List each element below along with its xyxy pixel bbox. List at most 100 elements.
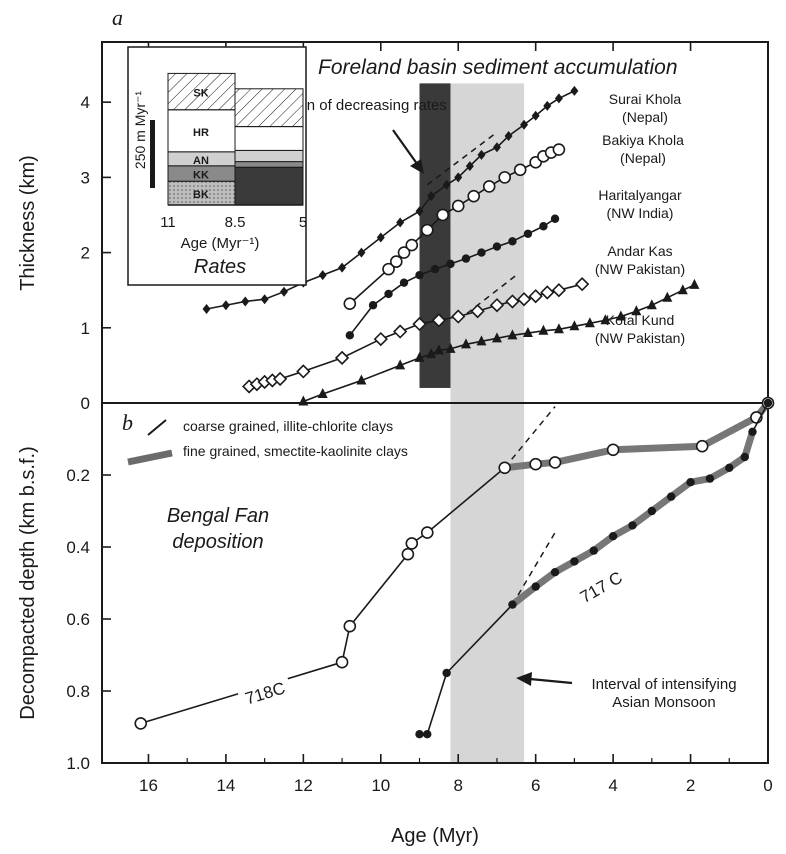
- y-tick-label-b: 0.8: [66, 682, 90, 701]
- inset-later-segment: [234, 126, 304, 151]
- series-b-point: [647, 506, 657, 516]
- series-a-point: [492, 142, 501, 153]
- trend-b-1: [511, 532, 556, 605]
- inset-xlabel: Age (Myr⁻¹): [181, 235, 260, 252]
- annotation-monsoon-1: Interval of intensifying: [591, 676, 736, 693]
- y-tick-label-a: 0: [81, 394, 90, 413]
- trend-b-0: [504, 406, 556, 469]
- series-a-point: [553, 323, 564, 334]
- series-labels: Surai Khola (Nepal) Bakiya Khola (Nepal) Har…: [237, 91, 685, 711]
- series-label-a-name: Andar Kas: [607, 243, 672, 259]
- legend-fine-label: fine grained, smectite-kaolinite clays: [183, 443, 408, 459]
- series-a-point: [318, 270, 327, 281]
- x-tick-label: 4: [608, 776, 617, 795]
- series-a-point: [528, 289, 543, 304]
- legend-coarse-swatch: [147, 419, 167, 436]
- inset-ylabel: 250 m Myr⁻¹: [132, 91, 148, 170]
- inset-later-segment: [234, 161, 304, 168]
- series-b-point: [529, 457, 542, 471]
- series-a-point: [522, 327, 533, 338]
- series-b-point: [442, 668, 451, 678]
- inset-title: Rates: [194, 256, 246, 278]
- series-a-point: [689, 278, 700, 289]
- series-a-point: [454, 172, 463, 183]
- inset-segment-label: SK: [193, 88, 208, 100]
- trend-a-1: [457, 274, 517, 321]
- series-a-point: [523, 229, 533, 238]
- series-a-point: [399, 278, 409, 287]
- series-b-point: [695, 439, 709, 453]
- dashed-trend-lines: [426, 131, 556, 605]
- panel-b-letter: b: [122, 410, 133, 435]
- x-tick-label: 14: [216, 776, 235, 795]
- series-a-point: [451, 199, 465, 213]
- series-a-point: [677, 284, 688, 295]
- series-a-point: [662, 291, 673, 302]
- series-a-point: [554, 93, 563, 104]
- series-a-point: [412, 316, 427, 332]
- series-lines: [134, 85, 775, 739]
- series-a-point: [498, 171, 511, 184]
- series-a-point: [343, 297, 357, 311]
- inset-segment: [167, 72, 236, 111]
- series-a-point: [334, 350, 350, 366]
- monsoon-arrow: [529, 677, 573, 685]
- band-b-0: [450, 403, 525, 763]
- series-b-point: [531, 582, 540, 591]
- series-a-point: [298, 395, 309, 406]
- series-a-point: [389, 255, 403, 268]
- series-a-point: [260, 294, 269, 305]
- series-a-point: [356, 374, 367, 385]
- y-tick-label-a: 4: [81, 93, 90, 112]
- series-b-point: [705, 474, 715, 483]
- series-a-point: [505, 294, 520, 309]
- y-axis-title-b: Decompacted depth (km b.s.f.): [17, 446, 39, 719]
- x-tick-label: 2: [686, 776, 695, 795]
- panel-a-title: Foreland basin sediment accumulation: [318, 56, 678, 79]
- shaded-bands: [419, 83, 525, 763]
- series-b-point: [550, 568, 560, 577]
- inset-tick-label: 11: [160, 214, 176, 231]
- annotation-monsoon-2: Asian Monsoon: [612, 694, 715, 711]
- series-a-point: [415, 270, 424, 280]
- series-a-point: [442, 179, 451, 190]
- series-b-point: [498, 461, 511, 475]
- series-a-point: [241, 296, 250, 307]
- series-a-point: [575, 277, 590, 292]
- initiation-arrowhead: [410, 159, 424, 174]
- series-a-point: [492, 242, 502, 251]
- inset-later-segment: [234, 166, 304, 206]
- series-a-point: [467, 189, 481, 203]
- series-a-point: [317, 387, 328, 398]
- series-label-a-region: (NW Pakistan): [595, 261, 685, 277]
- panel-a-letter: a: [112, 5, 123, 30]
- series-a-point: [513, 163, 527, 177]
- series-label-a-name: Bakiya Khola: [602, 132, 684, 148]
- series-b-point: [589, 546, 598, 555]
- series-a-point: [646, 299, 657, 310]
- series-a-point: [395, 359, 406, 370]
- series-a-point: [551, 283, 567, 298]
- series-a-point: [504, 131, 513, 142]
- series-a-point: [368, 301, 378, 310]
- series-a-point: [550, 214, 560, 223]
- series-a-point: [543, 100, 552, 111]
- series-a-point: [584, 317, 595, 328]
- series-b-point: [343, 619, 357, 633]
- inset-later-segment: [234, 88, 304, 128]
- series-a-point: [272, 371, 288, 387]
- trend-a-0: [426, 131, 498, 186]
- series-a-point: [508, 237, 517, 246]
- series-b-point: [608, 532, 618, 541]
- legend-fine-swatch: [127, 449, 173, 466]
- series-a-point: [445, 342, 456, 353]
- series-b-point: [606, 443, 620, 457]
- series-label-a-region: (NW Pakistan): [595, 330, 685, 346]
- series-a-point: [221, 300, 230, 311]
- series-a-point: [433, 344, 444, 355]
- y-tick-label-b: 0.2: [66, 466, 90, 485]
- series-b-point: [335, 655, 349, 669]
- series-a-point: [382, 262, 395, 276]
